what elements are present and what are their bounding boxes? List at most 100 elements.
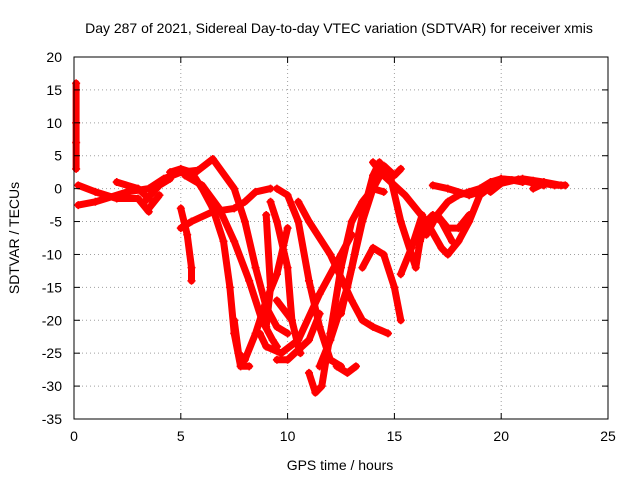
data-point: [187, 171, 196, 180]
data-point: [272, 296, 281, 305]
y-axis-label: SDTVAR / TECUs: [6, 182, 22, 294]
data-point: [390, 171, 399, 180]
series-arc-11: [176, 204, 196, 285]
series-arc-9: [187, 155, 292, 338]
data-point: [332, 362, 341, 371]
data-point: [166, 168, 175, 177]
x-tick-label: 5: [177, 428, 185, 444]
series-trace: [333, 362, 360, 377]
data-point: [240, 355, 249, 364]
data-point: [422, 217, 431, 226]
data-point: [112, 178, 121, 187]
data-point: [230, 204, 239, 213]
data-point: [74, 181, 83, 190]
data-point: [245, 362, 254, 371]
data-point: [347, 296, 356, 305]
data-point: [225, 283, 234, 292]
data-point: [529, 184, 538, 193]
y-tick-label: 10: [46, 115, 62, 131]
data-point: [245, 276, 254, 285]
y-tick-label: -10: [42, 246, 62, 262]
data-point: [418, 210, 427, 219]
data-point: [358, 210, 367, 219]
data-point: [268, 336, 277, 345]
data-series: [72, 79, 570, 397]
data-point: [272, 184, 281, 193]
data-point: [283, 263, 292, 272]
data-point: [343, 368, 352, 377]
series-trace: [145, 191, 163, 212]
data-point: [311, 388, 320, 397]
data-point: [561, 181, 570, 190]
data-point: [347, 217, 356, 226]
y-tick-label: -35: [42, 411, 62, 427]
x-tick-label: 20: [493, 428, 509, 444]
data-point: [475, 187, 484, 196]
data-point: [72, 164, 81, 173]
data-point: [347, 263, 356, 272]
data-point: [379, 187, 388, 196]
data-point: [358, 263, 367, 272]
data-point: [272, 322, 281, 331]
data-point: [272, 270, 281, 279]
data-point: [454, 224, 463, 233]
data-point: [91, 187, 100, 196]
data-point: [465, 210, 474, 219]
series-arc-31: [529, 179, 570, 193]
data-point: [383, 329, 392, 338]
data-point: [236, 362, 245, 371]
data-point: [144, 204, 153, 213]
data-point: [497, 179, 506, 188]
data-point: [317, 382, 326, 391]
data-point: [486, 187, 495, 196]
data-point: [550, 181, 559, 190]
y-tick-label: 0: [54, 181, 62, 197]
y-tick-label: -15: [42, 279, 62, 295]
data-point: [230, 316, 239, 325]
data-point: [294, 197, 303, 206]
x-tick-label: 0: [70, 428, 78, 444]
series-trace: [529, 179, 569, 193]
data-point: [74, 201, 83, 210]
plot-frame: [73, 56, 609, 420]
data-point: [315, 309, 324, 318]
data-point: [187, 276, 196, 285]
data-point: [369, 322, 378, 331]
data-point: [337, 309, 345, 318]
x-axis-label: GPS time / hours: [287, 457, 394, 473]
data-point: [351, 362, 360, 371]
data-point: [443, 184, 452, 193]
data-point: [437, 243, 446, 252]
data-point: [176, 164, 185, 173]
y-tick-label: 20: [46, 49, 62, 65]
data-point: [539, 179, 548, 188]
data-point: [277, 349, 286, 358]
series-trace: [433, 211, 473, 232]
series-arc-26: [379, 161, 405, 180]
data-point: [514, 175, 523, 184]
data-point: [443, 224, 452, 233]
data-point: [379, 171, 388, 180]
y-tick-label: -25: [42, 345, 62, 361]
data-point: [176, 204, 185, 213]
x-tick-label: 25: [600, 428, 616, 444]
data-point: [240, 217, 249, 226]
chart-title: Day 287 of 2021, Sidereal Day-to-day VTE…: [85, 20, 593, 36]
y-tick-label: -5: [50, 214, 63, 230]
data-point: [272, 217, 281, 226]
data-point: [443, 250, 452, 259]
data-point: [369, 243, 378, 252]
data-point: [187, 263, 196, 272]
data-point: [369, 171, 378, 180]
data-point: [396, 164, 405, 173]
data-point: [315, 362, 324, 371]
series-trace: [337, 158, 456, 318]
data-point: [272, 355, 281, 364]
data-point: [454, 237, 463, 246]
data-point: [240, 197, 249, 206]
data-point: [283, 224, 292, 233]
data-point: [287, 316, 296, 325]
data-point: [230, 237, 239, 246]
data-point: [379, 161, 388, 170]
